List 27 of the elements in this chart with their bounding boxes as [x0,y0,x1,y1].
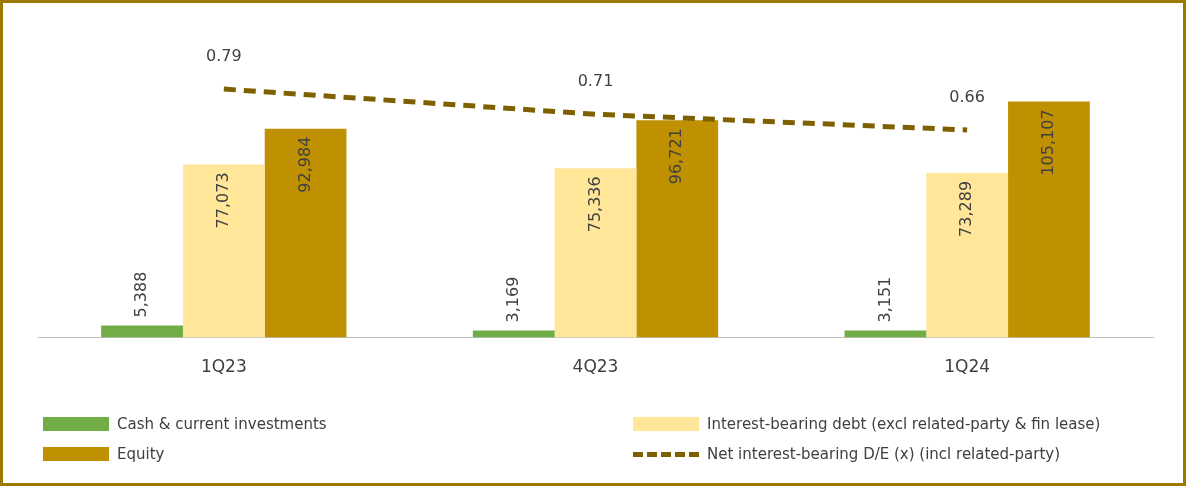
data-label: 75,336 [584,176,604,233]
legend-label: Cash & current investments [117,415,327,433]
bar [472,330,555,338]
data-label: 0.79 [206,46,242,66]
bar [101,325,183,338]
legend-label: Interest-bearing debt (excl related-party & fin lease) [707,415,1101,433]
data-label: 92,984 [294,136,314,193]
bar [182,164,265,338]
x-tick-label: 1Q23 [200,356,247,377]
bar [636,120,719,338]
legend-label: Net interest-bearing D/E (x) (incl related-party) [707,445,1060,463]
bar [926,172,1009,338]
data-label: 105,107 [1038,109,1058,176]
legend-label: Equity [117,445,165,463]
x-tick-label: 1Q24 [944,356,991,377]
bar [1008,101,1090,338]
bar [264,128,347,338]
data-label: 96,721 [666,128,686,185]
data-label: 73,289 [956,180,976,237]
data-label: 5,388 [131,271,151,318]
data-label: 0.71 [577,71,614,91]
x-tick-label: 4Q23 [572,356,619,377]
bar [554,168,637,338]
data-label: 3,169 [502,276,522,323]
data-label: 77,073 [212,172,232,229]
data-label: 0.66 [949,87,985,107]
data-label: 3,151 [874,276,894,323]
